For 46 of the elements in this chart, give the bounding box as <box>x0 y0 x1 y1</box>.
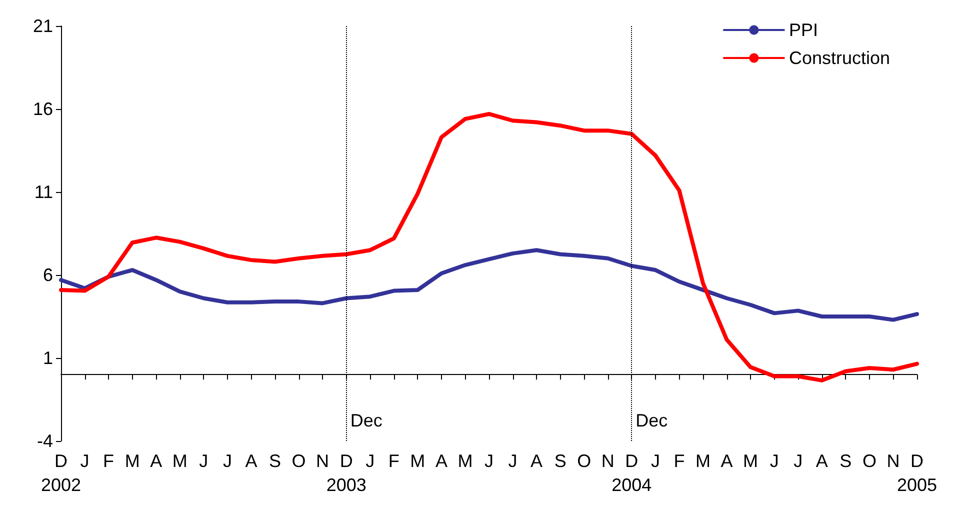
x-tick-label: M <box>124 451 140 471</box>
x-tick-label: J <box>650 451 660 471</box>
ref-line-label: Dec <box>636 410 668 430</box>
x-tick-label: J <box>222 451 232 471</box>
x-tick-label: S <box>268 451 282 471</box>
legend-label: PPI <box>788 20 818 40</box>
x-tick-label: J <box>794 451 803 471</box>
x-tick-label: S <box>840 451 852 471</box>
x-tick-label: M <box>696 451 710 471</box>
x-tick-label: S <box>554 451 566 471</box>
legend-label: Construction <box>788 48 890 68</box>
x-tick-label: F <box>388 451 400 471</box>
line-series <box>59 112 919 382</box>
x-tick-label: A <box>816 451 828 471</box>
x-tick-label: F <box>103 451 114 471</box>
x-tick-label: N <box>886 451 900 471</box>
x-tick-label: O <box>577 451 592 471</box>
x-tick-label: J <box>508 451 518 471</box>
x-tick-label: J <box>366 451 375 471</box>
y-tick-label: 16 <box>32 99 53 119</box>
x-tick-label: J <box>199 451 208 471</box>
x-tick-label: O <box>292 451 306 471</box>
x-tick-label: M <box>172 451 188 471</box>
x-tick-label: J <box>770 451 779 471</box>
y-tick-label: -4 <box>36 431 53 451</box>
x-tick-label: M <box>743 451 758 471</box>
x-tick-label: D 2002 <box>40 451 82 495</box>
y-tick-label: 1 <box>42 348 53 368</box>
x-tick-label: A <box>720 451 733 471</box>
line-series <box>59 248 919 322</box>
x-tick-label: M <box>410 451 426 471</box>
x-tick-label: A <box>245 451 258 471</box>
x-tick-label: A <box>530 451 543 471</box>
x-tick-label: A <box>435 451 448 471</box>
x-tick-label: O <box>862 451 876 471</box>
x-tick-label: F <box>674 451 685 471</box>
x-tick-label: J <box>484 451 494 471</box>
y-tick-label: 6 <box>42 265 53 285</box>
x-tick-label: N <box>601 451 614 471</box>
y-tick-label: 21 <box>32 16 53 36</box>
y-tick-label: 11 <box>34 182 53 202</box>
x-tick-label: M <box>458 451 473 471</box>
x-tick-label: D 2004 <box>612 451 652 495</box>
ref-line-label: Dec <box>350 410 382 430</box>
x-tick-label: J <box>80 451 90 471</box>
x-tick-label: A <box>150 451 162 471</box>
